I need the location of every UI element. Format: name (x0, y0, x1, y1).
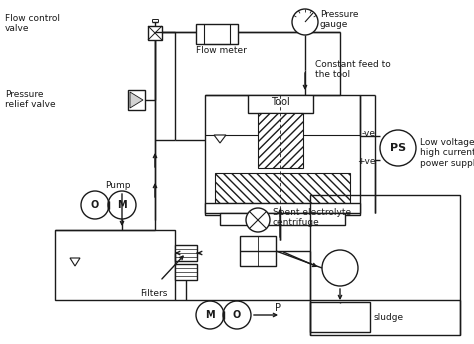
Bar (196, 24, 238, 44)
Bar (240, 236, 276, 266)
Text: Spent electrolyte
centrifuge: Spent electrolyte centrifuge (273, 208, 351, 227)
Text: O: O (91, 200, 99, 210)
Circle shape (246, 208, 270, 232)
Bar (148, 26, 162, 40)
Text: Flow control
valve: Flow control valve (5, 14, 60, 33)
Polygon shape (214, 135, 226, 143)
Circle shape (380, 130, 416, 166)
Bar (205, 203, 360, 213)
Bar (205, 95, 360, 215)
Bar (215, 173, 350, 203)
Circle shape (292, 9, 318, 35)
Text: P: P (275, 303, 281, 313)
Text: Tool: Tool (271, 97, 289, 107)
Text: PS: PS (390, 143, 406, 153)
Bar (310, 195, 460, 335)
Text: Filters: Filters (140, 289, 167, 298)
Bar (220, 213, 345, 225)
Text: M: M (117, 200, 127, 210)
Text: Pump: Pump (105, 181, 131, 190)
Text: Pressure
gauge: Pressure gauge (320, 10, 358, 29)
Circle shape (196, 301, 224, 329)
Text: Low voltage
high current
power supply: Low voltage high current power supply (420, 138, 474, 168)
Polygon shape (128, 90, 145, 110)
Circle shape (223, 301, 251, 329)
Text: -ve: -ve (362, 129, 376, 139)
Bar (55, 230, 175, 300)
Text: sludge: sludge (374, 312, 404, 322)
Text: +ve: +ve (357, 158, 376, 166)
Bar (310, 302, 370, 332)
Circle shape (322, 250, 358, 286)
Bar (248, 95, 313, 113)
Text: Flow meter: Flow meter (196, 46, 247, 55)
Text: O: O (233, 310, 241, 320)
Polygon shape (70, 258, 80, 266)
Circle shape (81, 191, 109, 219)
Bar (175, 264, 197, 280)
Bar (258, 113, 303, 168)
Bar (175, 245, 197, 261)
Polygon shape (130, 92, 143, 108)
Text: M: M (205, 310, 215, 320)
Text: Pressure
relief valve: Pressure relief valve (5, 90, 55, 109)
Circle shape (108, 191, 136, 219)
Text: Constant feed to
the tool: Constant feed to the tool (315, 60, 391, 79)
